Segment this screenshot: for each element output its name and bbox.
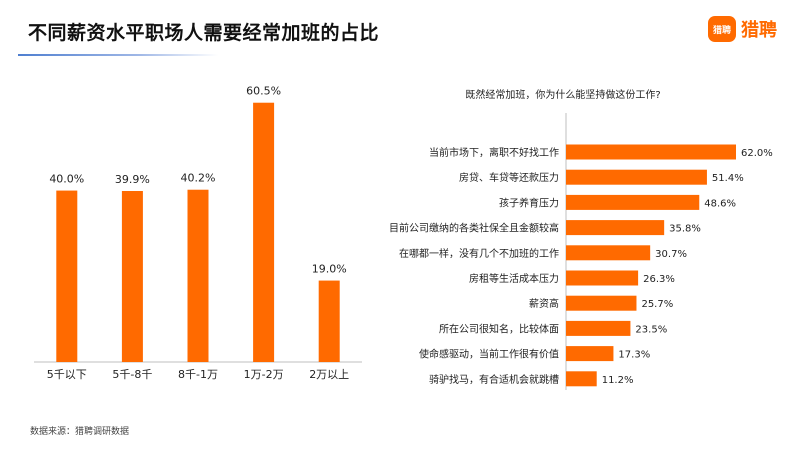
bar [566,220,665,236]
right-chart-title: 既然经常加班，你为什么能坚持做这份工作? [465,88,660,101]
category-label: 目前公司缴纳的各类社保全且金额较高 [389,222,559,235]
x-tick-label: 5千-8千 [112,368,152,381]
category-label: 骑驴找马，有合适机会就跳槽 [429,373,559,386]
page-title: 不同薪资水平职场人需要经常加班的占比 [28,22,380,44]
bar-value-label: 40.0% [49,173,84,186]
bar-value-label: 51.4% [712,173,744,184]
bar [253,102,275,362]
bar-value-label: 30.7% [655,249,687,260]
bar [318,280,340,362]
bar [566,169,707,185]
category-label: 房租等生活成本压力 [469,272,559,285]
x-tick-label: 2万以上 [309,368,349,381]
category-label: 房贷、车贷等还款压力 [459,171,559,184]
bar-value-label: 48.6% [704,198,736,209]
bar-value-label: 35.8% [669,224,701,235]
data-source-note: 数据来源：猎聘调研数据 [30,427,130,437]
bar-value-label: 17.3% [618,350,650,361]
bar [121,191,143,362]
x-tick-label: 8千-1万 [178,368,218,381]
bar [566,320,631,336]
bar [56,190,78,362]
category-label: 薪资高 [529,297,559,310]
logo-text: 猎聘 [741,20,777,41]
bar-value-label: 60.5% [246,85,281,98]
bar [566,371,597,387]
bar-value-label: 40.2% [181,172,216,185]
x-tick-label: 1万-2万 [244,368,284,381]
bar [566,295,637,311]
category-label: 使命感驱动，当前工作很有价值 [419,348,559,361]
bar-value-label: 23.5% [635,324,667,335]
bar [566,245,651,261]
bar [187,189,209,362]
bar-value-label: 39.9% [115,173,150,186]
bar-value-label: 26.3% [643,274,675,285]
logo-badge-icon: 猎聘 [708,16,736,42]
x-tick-label: 5千以下 [47,368,87,381]
bar-value-label: 25.7% [641,299,673,310]
bar [566,144,736,160]
title-underline [18,54,218,56]
liepin-logo: 猎聘 猎聘 [708,16,777,42]
bar-value-label: 62.0% [741,148,773,159]
bar [566,270,639,286]
bar-value-label: 11.2% [602,375,634,386]
category-label: 孩子养育压力 [499,196,559,209]
bar [566,194,700,210]
category-label: 当前市场下，离职不好找工作 [429,146,559,159]
category-label: 在哪都一样，没有几个不加班的工作 [399,247,559,260]
category-label: 所在公司很知名，比较体面 [439,322,559,335]
bar [566,346,614,362]
bar-value-label: 19.0% [312,263,347,276]
